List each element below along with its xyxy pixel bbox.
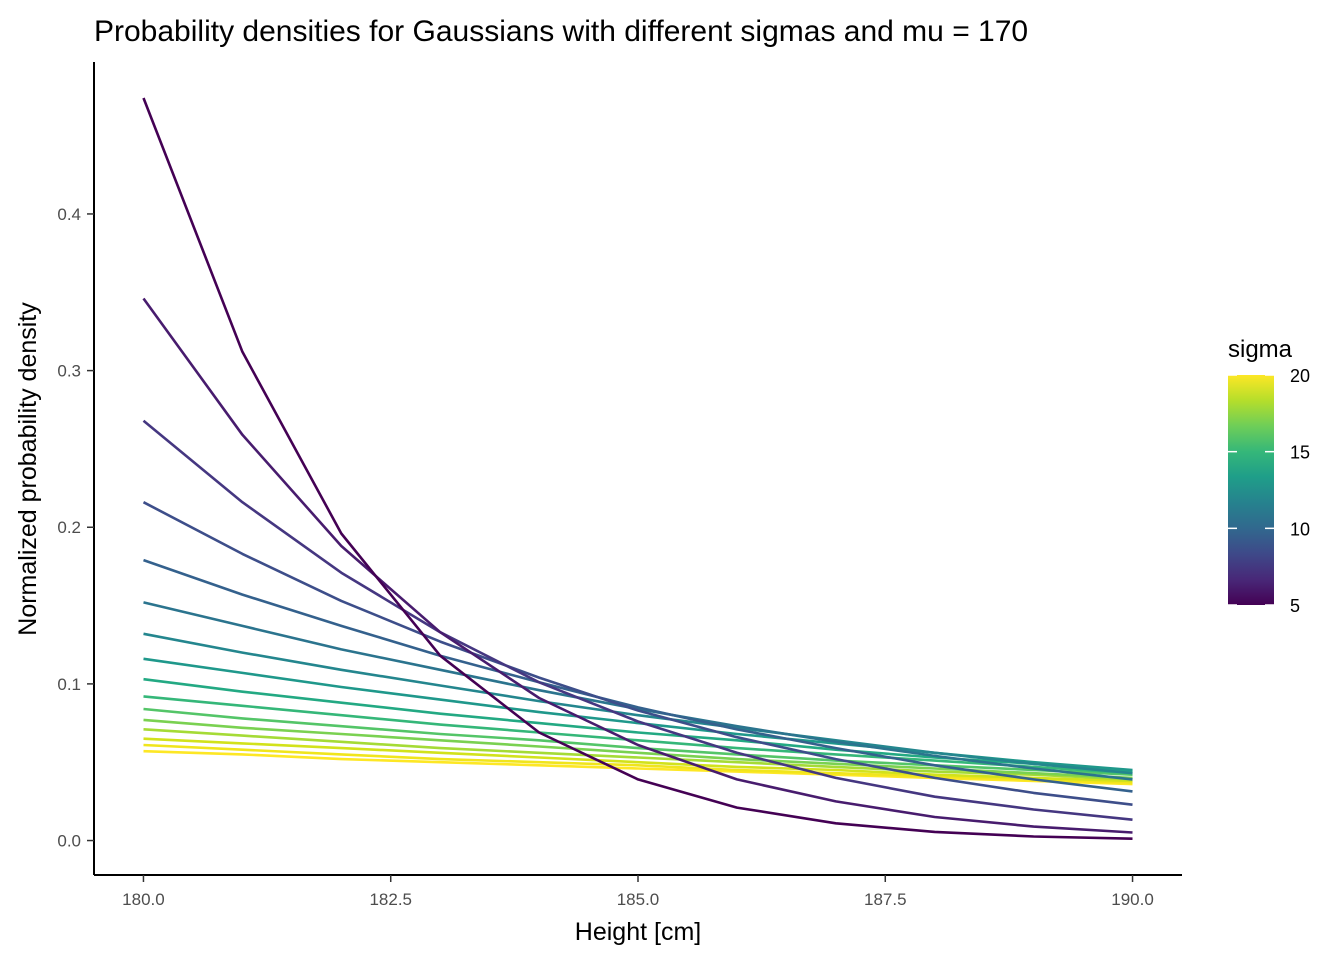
sigma-colorbar xyxy=(1228,375,1274,605)
series-line-sigma-19 xyxy=(143,743,1133,784)
legend-title: sigma xyxy=(1228,336,1293,363)
x-tick-label: 187.5 xyxy=(864,890,907,909)
x-axis-label: Height [cm] xyxy=(575,918,701,946)
colorbar-tick-label: 10 xyxy=(1290,519,1310,539)
series-line-sigma-14 xyxy=(143,695,1133,775)
series-line-sigma-7 xyxy=(142,419,1133,821)
series-line-sigma-18 xyxy=(143,737,1133,783)
colorbar-tick-label: 20 xyxy=(1290,366,1310,386)
chart-title: Probability densities for Gaussians with… xyxy=(94,15,1028,48)
x-tick-label: 180.0 xyxy=(122,890,165,909)
x-tick-label: 185.0 xyxy=(617,890,660,909)
y-tick-label: 0.4 xyxy=(57,205,81,224)
y-tick-label: 0.1 xyxy=(57,675,81,694)
series-line-sigma-9 xyxy=(143,558,1133,793)
y-tick-label: 0.2 xyxy=(57,518,81,537)
colorbar-tick-label: 15 xyxy=(1290,443,1310,463)
y-axis-label: Normalized probability density xyxy=(14,302,42,636)
x-tick-label: 182.5 xyxy=(369,890,412,909)
x-axis-ticks: 180.0 182.5 185.0 187.5 190.0 xyxy=(122,875,1154,909)
colorbar-ticks: 5 10 15 20 xyxy=(1228,366,1310,616)
series-line-sigma-8 xyxy=(142,501,1133,806)
y-tick-label: 0.0 xyxy=(57,832,81,851)
sigma-legend: sigma 5 10 15 20 xyxy=(1228,336,1310,616)
series-line-sigma-6 xyxy=(142,297,1133,834)
series-line-sigma-5 xyxy=(142,97,1133,840)
x-tick-label: 190.0 xyxy=(1111,890,1154,909)
series-lines xyxy=(142,97,1133,840)
series-line-sigma-20 xyxy=(143,749,1133,786)
y-tick-label: 0.3 xyxy=(57,362,81,381)
series-line-sigma-17 xyxy=(143,728,1133,781)
series-line-sigma-11 xyxy=(143,632,1133,775)
y-axis-ticks: 0.0 0.1 0.2 0.3 0.4 xyxy=(57,205,94,851)
series-line-sigma-10 xyxy=(143,601,1133,781)
series-line-sigma-15 xyxy=(143,707,1133,776)
colorbar-tick-label: 5 xyxy=(1290,596,1300,616)
